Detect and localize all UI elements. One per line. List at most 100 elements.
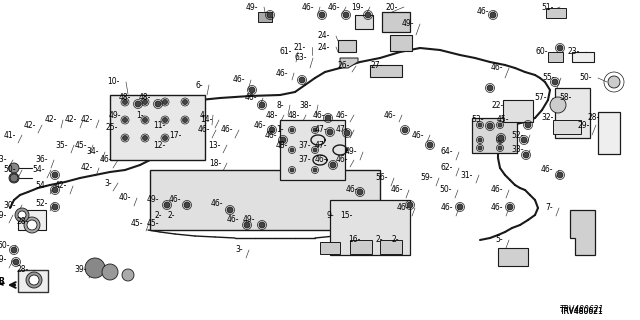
Circle shape <box>319 12 325 18</box>
Text: 13-: 13- <box>209 140 221 149</box>
Circle shape <box>9 163 19 173</box>
Text: 46-: 46- <box>314 156 327 164</box>
Text: 21-: 21- <box>294 43 306 52</box>
Text: 19-: 19- <box>351 3 364 12</box>
Text: 26-: 26- <box>338 61 350 70</box>
Circle shape <box>122 269 134 281</box>
Polygon shape <box>150 170 380 230</box>
Text: 32-: 32- <box>541 114 554 123</box>
Text: 49-: 49- <box>147 196 159 204</box>
Circle shape <box>102 264 118 280</box>
Text: 64-: 64- <box>440 148 453 156</box>
Text: 46-: 46- <box>253 121 266 130</box>
Circle shape <box>163 117 168 123</box>
Text: 4-: 4- <box>200 110 207 119</box>
Text: 54-: 54- <box>35 181 48 190</box>
Text: 42-: 42- <box>65 116 77 124</box>
Text: 48-: 48- <box>266 110 278 119</box>
Text: 28-: 28- <box>17 266 29 275</box>
Text: 46-: 46- <box>198 125 210 134</box>
Bar <box>350 240 372 254</box>
Circle shape <box>343 12 349 18</box>
Circle shape <box>365 12 371 18</box>
Circle shape <box>227 207 233 213</box>
Circle shape <box>487 123 493 129</box>
Bar <box>370 65 402 77</box>
Circle shape <box>478 138 482 142</box>
Text: 46-: 46- <box>312 110 325 119</box>
Circle shape <box>259 222 265 228</box>
Circle shape <box>259 102 265 108</box>
Circle shape <box>244 222 250 228</box>
Text: 63-: 63- <box>294 53 307 62</box>
Text: 50-: 50- <box>579 74 592 83</box>
Text: 47-: 47- <box>314 140 327 149</box>
Polygon shape <box>340 58 358 68</box>
Text: 29-: 29- <box>0 211 7 220</box>
Text: 46-: 46- <box>490 186 503 195</box>
Text: 55-: 55- <box>543 74 555 83</box>
Circle shape <box>478 123 482 127</box>
Text: 48-: 48- <box>118 92 131 101</box>
Text: 46-: 46- <box>301 3 314 12</box>
Bar <box>18 210 46 230</box>
Bar <box>553 120 581 134</box>
Bar <box>380 240 402 254</box>
Text: 46-: 46- <box>264 131 277 140</box>
Text: 47-: 47- <box>335 125 348 134</box>
Circle shape <box>26 272 42 288</box>
Text: TRV480621: TRV480621 <box>560 308 604 316</box>
Circle shape <box>313 168 317 172</box>
Polygon shape <box>570 210 595 255</box>
Text: 2-: 2- <box>376 236 383 244</box>
Circle shape <box>299 77 305 83</box>
Text: 42-: 42- <box>24 121 36 130</box>
Circle shape <box>550 97 566 113</box>
Circle shape <box>122 135 127 140</box>
Text: FR◄: FR◄ <box>0 279 4 289</box>
Circle shape <box>507 204 513 210</box>
Text: 41-: 41- <box>4 131 16 140</box>
Circle shape <box>269 127 275 133</box>
Text: 53-: 53- <box>472 116 484 124</box>
Circle shape <box>478 146 482 150</box>
Text: 46-: 46- <box>227 215 239 225</box>
Circle shape <box>407 202 413 208</box>
Text: 29-: 29- <box>0 255 7 265</box>
Circle shape <box>184 202 190 208</box>
Circle shape <box>29 275 39 285</box>
Text: 12-: 12- <box>153 140 165 149</box>
Text: 18-: 18- <box>209 158 221 167</box>
Text: 50-: 50- <box>0 241 10 250</box>
Circle shape <box>122 100 127 105</box>
Text: 37-: 37- <box>298 156 311 164</box>
Bar <box>320 242 340 254</box>
Text: 43-: 43- <box>0 156 7 164</box>
Text: 46-: 46- <box>490 63 503 73</box>
Text: 7-: 7- <box>545 204 553 212</box>
Bar <box>546 8 566 18</box>
Circle shape <box>490 12 496 18</box>
Text: 46-: 46- <box>335 110 348 119</box>
Circle shape <box>15 208 29 222</box>
Circle shape <box>608 76 620 88</box>
Circle shape <box>457 204 463 210</box>
Text: 49-: 49- <box>243 215 255 225</box>
Circle shape <box>249 87 255 93</box>
Text: 46-: 46- <box>328 3 340 12</box>
Text: 46-: 46- <box>477 6 489 15</box>
Circle shape <box>182 100 188 105</box>
Circle shape <box>135 101 141 107</box>
Text: 28-: 28- <box>17 218 29 227</box>
Text: 3-: 3- <box>236 245 243 254</box>
Circle shape <box>523 152 529 158</box>
Text: 48-: 48- <box>276 140 288 149</box>
Text: 59-: 59- <box>420 173 433 182</box>
Text: 50-: 50- <box>440 186 452 195</box>
Text: 30-: 30- <box>3 201 16 210</box>
Text: 45-: 45- <box>131 219 143 228</box>
Circle shape <box>557 45 563 51</box>
Circle shape <box>10 174 18 182</box>
Bar <box>598 112 620 154</box>
Bar <box>390 35 412 51</box>
